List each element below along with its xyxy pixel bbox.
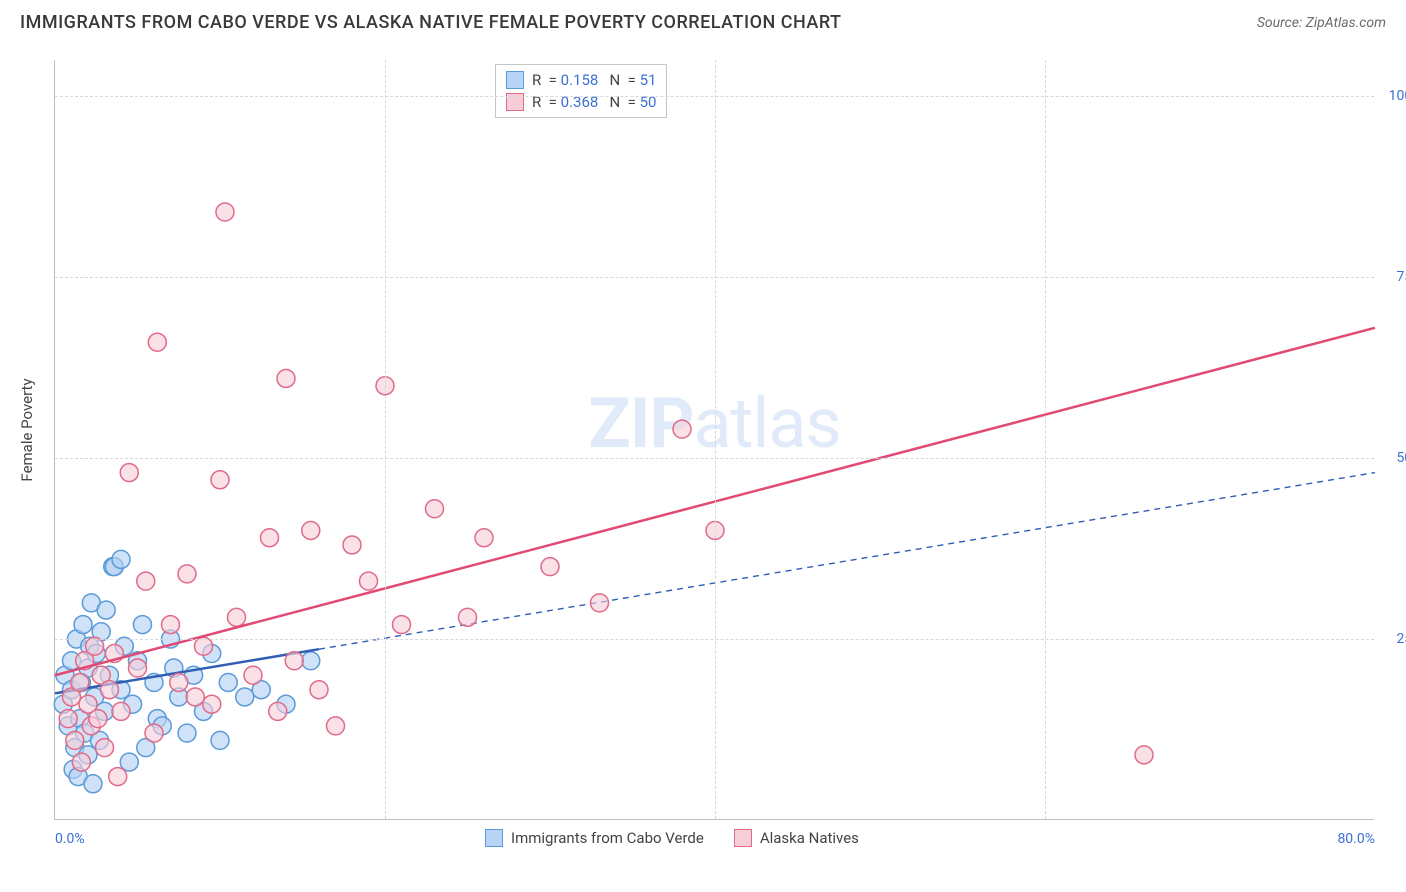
data-point: [244, 666, 262, 684]
data-point: [211, 731, 229, 749]
data-point: [120, 464, 138, 482]
legend-stat-row: R = 0.368 N = 50: [506, 91, 656, 113]
legend-swatch: [485, 829, 503, 847]
chart-title: IMMIGRANTS FROM CABO VERDE VS ALASKA NAT…: [20, 12, 842, 33]
y-tick-label: 100.0%: [1379, 88, 1406, 104]
legend-swatch: [734, 829, 752, 847]
x-tick-label: 80.0%: [1337, 831, 1375, 847]
legend-series-item: Immigrants from Cabo Verde: [485, 829, 704, 847]
gridline-vertical: [1045, 60, 1046, 819]
data-point: [393, 616, 411, 634]
data-point: [186, 688, 204, 706]
data-point: [360, 572, 378, 590]
data-point: [285, 652, 303, 670]
data-point: [203, 695, 221, 713]
data-point: [178, 565, 196, 583]
data-point: [84, 775, 102, 793]
data-point: [459, 608, 477, 626]
legend-swatch: [506, 71, 524, 89]
data-point: [310, 681, 328, 699]
data-point: [236, 688, 254, 706]
data-point: [112, 550, 130, 568]
data-point: [216, 203, 234, 221]
data-point: [426, 500, 444, 518]
data-point: [302, 521, 320, 539]
data-point: [475, 529, 493, 547]
data-point: [277, 369, 295, 387]
legend-stat-row: R = 0.158 N = 51: [506, 69, 656, 91]
gridline-vertical: [715, 60, 716, 819]
data-point: [178, 724, 196, 742]
data-point: [74, 616, 92, 634]
data-point: [228, 608, 246, 626]
title-bar: IMMIGRANTS FROM CABO VERDE VS ALASKA NAT…: [0, 0, 1406, 41]
data-point: [96, 739, 114, 757]
data-point: [261, 529, 279, 547]
source-attribution: Source: ZipAtlas.com: [1257, 15, 1386, 31]
data-point: [109, 768, 127, 786]
data-point: [100, 681, 118, 699]
data-point: [343, 536, 361, 554]
data-point: [327, 717, 345, 735]
y-tick-label: 75.0%: [1379, 269, 1406, 285]
data-point: [89, 710, 107, 728]
legend-series-label: Alaska Natives: [760, 829, 859, 847]
data-point: [145, 724, 163, 742]
data-point: [59, 710, 77, 728]
data-point: [170, 673, 188, 691]
y-tick-label: 50.0%: [1379, 450, 1406, 466]
data-point: [72, 753, 90, 771]
y-tick-label: 25.0%: [1379, 631, 1406, 647]
legend-series: Immigrants from Cabo Verde Alaska Natives: [485, 829, 859, 847]
data-point: [591, 594, 609, 612]
data-point: [162, 616, 180, 634]
data-point: [71, 673, 89, 691]
legend-series-item: Alaska Natives: [734, 829, 859, 847]
data-point: [129, 659, 147, 677]
data-point: [133, 616, 151, 634]
plot-area: ZIPatlas R = 0.158 N = 51R = 0.368 N = 5…: [54, 60, 1374, 820]
data-point: [269, 702, 287, 720]
legend-stats-box: R = 0.158 N = 51 R = 0.368 N = 50: [495, 64, 667, 118]
data-point: [137, 572, 155, 590]
data-point: [541, 558, 559, 576]
gridline-vertical: [385, 60, 386, 819]
legend-stat-text: R = 0.158 N = 51: [532, 71, 656, 89]
data-point: [148, 333, 166, 351]
regression-line-extrapolated: [319, 473, 1375, 650]
data-point: [66, 731, 84, 749]
x-tick-label: 0.0%: [55, 831, 85, 847]
legend-series-label: Immigrants from Cabo Verde: [511, 829, 704, 847]
data-point: [112, 702, 130, 720]
data-point: [219, 673, 237, 691]
data-point: [1135, 746, 1153, 764]
y-axis-label: Female Poverty: [18, 378, 36, 481]
data-point: [302, 652, 320, 670]
data-point: [211, 471, 229, 489]
data-point: [97, 601, 115, 619]
data-point: [673, 420, 691, 438]
